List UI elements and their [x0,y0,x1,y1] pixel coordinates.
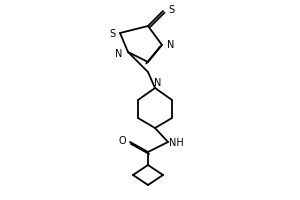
Text: N: N [115,49,123,59]
Text: NH: NH [169,138,183,148]
Text: O: O [118,136,126,146]
Text: S: S [109,29,115,39]
Text: N: N [167,40,175,50]
Text: N: N [154,78,162,88]
Text: S: S [168,5,174,15]
